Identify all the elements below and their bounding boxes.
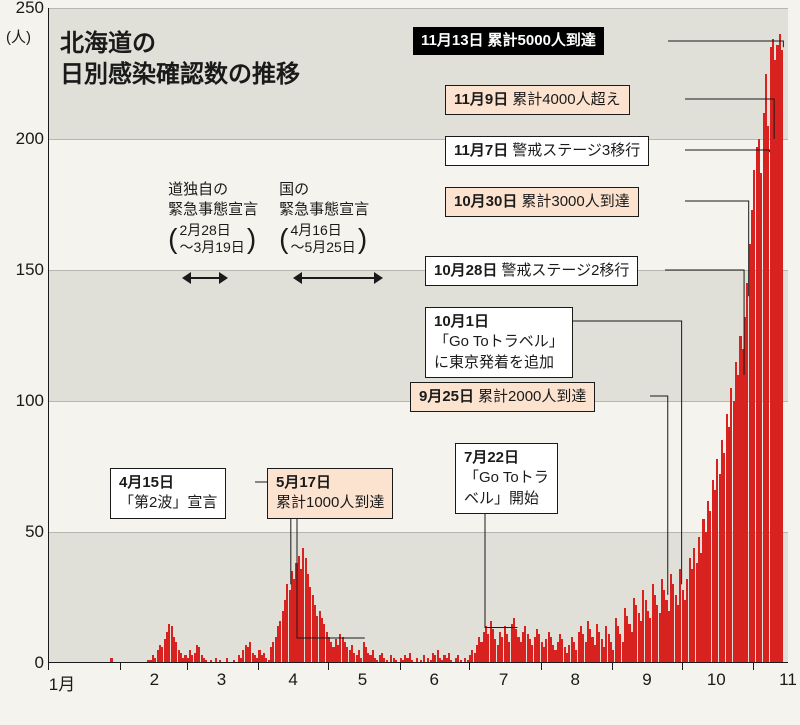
xtick-mark xyxy=(187,663,188,670)
xtick-label: 4 xyxy=(288,670,297,690)
annotation-box: 5月17日累計1000人到達 xyxy=(267,468,393,519)
annotation-box: 7月22日「Go Toトラベル」開始 xyxy=(455,443,558,514)
plot-area xyxy=(48,8,788,663)
xtick-label: 6 xyxy=(429,670,438,690)
annotation-box: 10月30日累計3000人到達 xyxy=(445,187,639,217)
annotation-box: 4月15日「第2波」宣言 xyxy=(110,468,226,519)
annotation-box: 11月13日累計5000人到達 xyxy=(413,27,604,55)
y-axis xyxy=(48,8,49,663)
xtick-label: 11 xyxy=(779,670,797,690)
xtick-label: 3 xyxy=(217,670,226,690)
chart-area xyxy=(48,8,788,663)
ytick-200: 200 xyxy=(4,129,44,149)
xtick-mark xyxy=(682,663,683,670)
chart-title: 北海道の日別感染確認数の推移 xyxy=(60,28,300,90)
xtick-label: 5 xyxy=(358,670,367,690)
period-range: (4月16日～5月25日) xyxy=(279,222,367,256)
xtick-label: 8 xyxy=(571,670,580,690)
xtick-label: 10 xyxy=(707,670,726,690)
annotation-box: 11月7日警戒ステージ3移行 xyxy=(445,136,649,166)
xtick-mark xyxy=(612,663,613,670)
annotation-box: 10月28日警戒ステージ2移行 xyxy=(425,256,638,286)
annotation-box: 10月1日「Go Toトラベル」に東京発着を追加 xyxy=(425,307,573,378)
ytick-150: 150 xyxy=(4,260,44,280)
xtick-mark xyxy=(469,663,470,670)
x-axis xyxy=(48,662,788,663)
period-label: 道独自の緊急事態宣言 xyxy=(168,180,258,219)
xtick-mark xyxy=(328,663,329,670)
xtick-label: 2 xyxy=(150,670,159,690)
double-arrow-icon xyxy=(182,272,228,284)
ytick-250: 250 xyxy=(4,0,44,18)
period-label: 国の緊急事態宣言 xyxy=(279,180,369,219)
bars-container xyxy=(48,8,788,663)
ytick-0: 0 xyxy=(4,653,44,673)
annotation-box: 11月9日累計4000人超え xyxy=(445,85,630,115)
ytick-50: 50 xyxy=(4,522,44,542)
xtick-mark xyxy=(258,663,259,670)
xtick-mark xyxy=(753,663,754,670)
double-arrow-icon xyxy=(293,272,383,284)
xtick-mark xyxy=(541,663,542,670)
xtick-mark xyxy=(48,663,49,670)
annotation-box: 9月25日累計2000人到達 xyxy=(410,382,595,412)
y-unit-label: (人) xyxy=(6,26,31,47)
xtick-label: 7 xyxy=(499,670,508,690)
xtick-mark xyxy=(400,663,401,670)
xtick-label: 9 xyxy=(642,670,651,690)
xtick-label: 1月 xyxy=(49,670,75,695)
ytick-100: 100 xyxy=(4,391,44,411)
bar xyxy=(781,50,783,663)
period-range: (2月28日～3月19日) xyxy=(168,222,256,256)
xtick-mark xyxy=(120,663,121,670)
